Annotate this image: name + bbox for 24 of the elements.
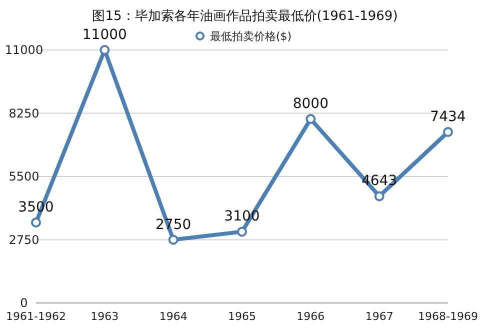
- point: [168, 234, 178, 245]
- y-tick-label: 11000: [4, 43, 44, 57]
- y-tick-label: 5500: [8, 170, 40, 184]
- data-label: 8000: [292, 96, 328, 112]
- x-tick-label: 1968-1969: [418, 310, 478, 323]
- point: [31, 218, 41, 228]
- x-tick-label: 1966: [296, 310, 325, 323]
- data-label: 7434: [430, 109, 466, 126]
- chart-title: 图15：毕加索各年油画作品拍卖最低价(1961-1969): [92, 9, 398, 24]
- x-tick-label: 1961-1962: [6, 310, 66, 323]
- y-tick-label: 0: [20, 296, 28, 310]
- legend-label: 最低拍卖价格($): [210, 30, 292, 43]
- data-label: 11000: [82, 27, 127, 43]
- point: [100, 45, 110, 55]
- point: [306, 114, 316, 124]
- point: [237, 226, 247, 237]
- point: [374, 191, 384, 202]
- x-tick-label: 1965: [228, 310, 256, 323]
- x-tick-label: 1964: [159, 310, 188, 323]
- x-tick-label: 1967: [365, 310, 394, 323]
- y-tick-label: 8250: [8, 106, 40, 120]
- y-tick-label: 2750: [8, 232, 40, 247]
- point: [443, 127, 453, 138]
- x-tick-label: 1963: [90, 310, 119, 323]
